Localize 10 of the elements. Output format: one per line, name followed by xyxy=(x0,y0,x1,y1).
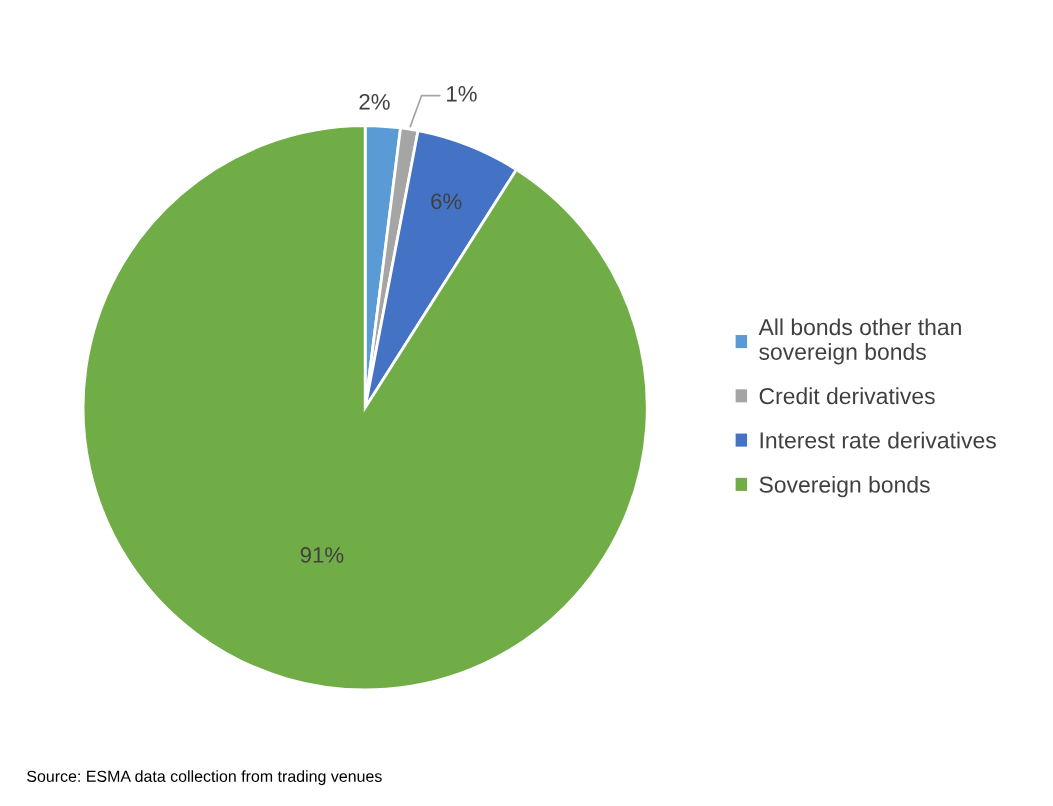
pie-slice xyxy=(81,124,649,692)
legend-label: All bonds other than sovereign bonds xyxy=(758,318,961,365)
legend-label: Sovereign bonds xyxy=(759,475,930,498)
legend-label: Credit derivatives xyxy=(759,387,935,405)
legend-label: Interest rate derivatives xyxy=(760,431,996,449)
source-note: Source: ESMA data collection from trading venues xyxy=(27,770,382,786)
data-label: 91% xyxy=(300,547,344,563)
data-label: 2% xyxy=(359,94,390,110)
data-label: 6% xyxy=(431,193,462,210)
data-label: 1% xyxy=(447,86,477,102)
